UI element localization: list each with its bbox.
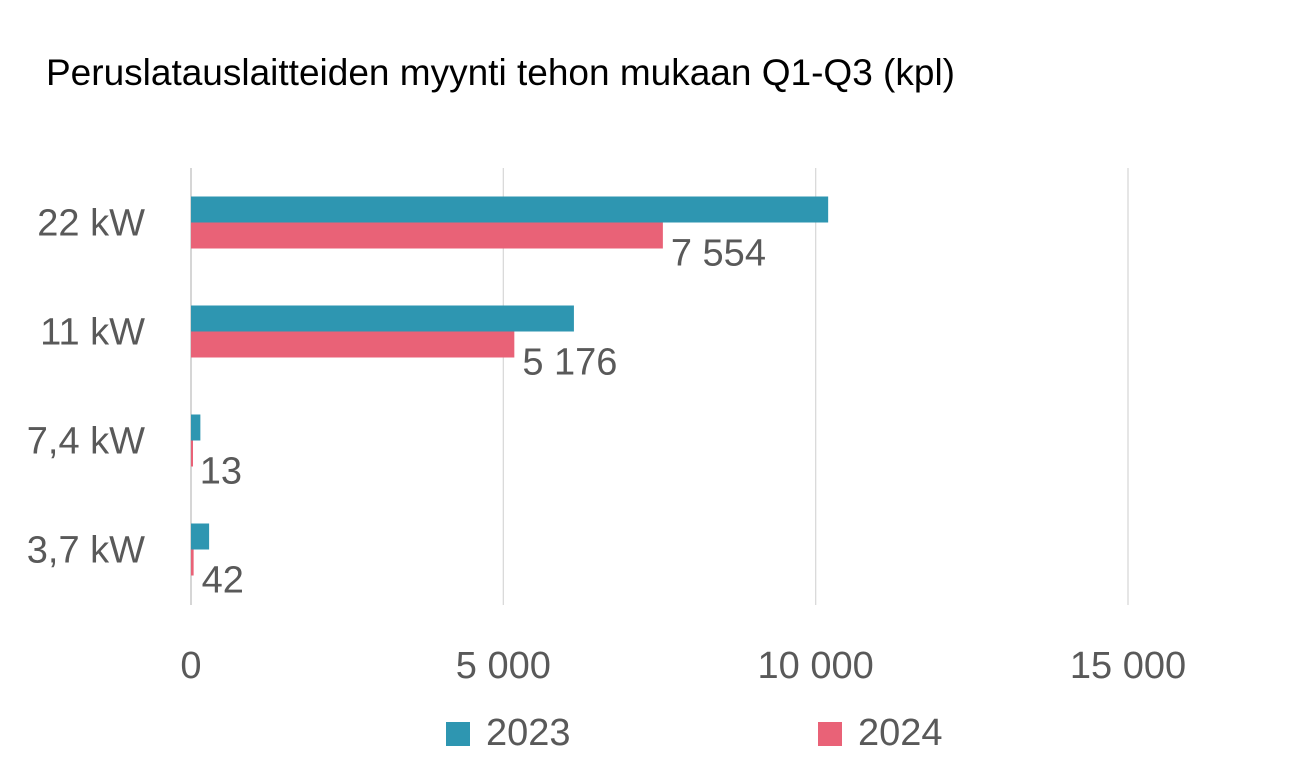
x-tick-label: 5 000 (456, 645, 551, 687)
category-label: 22 kW (37, 203, 145, 245)
data-label: 42 (202, 560, 244, 602)
category-label: 7,4 kW (27, 421, 145, 463)
legend-label-2024: 2024 (858, 712, 943, 754)
bar-2024 (191, 331, 515, 358)
bar-2023 (191, 414, 201, 441)
legend: 2023 2024 (0, 712, 1307, 762)
chart-title: Peruslatauslaitteiden myynti tehon mukaa… (46, 52, 955, 93)
bar-2023 (191, 523, 210, 550)
legend-item-2024: 2024 (818, 712, 943, 755)
bar-2024 (191, 549, 194, 576)
x-tick-label: 0 (180, 645, 201, 687)
legend-swatch-2024 (818, 721, 842, 746)
x-tick-label: 10 000 (758, 645, 874, 687)
legend-swatch-2023 (446, 721, 470, 746)
x-tick-label: 15 000 (1070, 645, 1186, 687)
bar-2024 (191, 222, 663, 249)
legend-item-2023: 2023 (446, 712, 571, 755)
data-label: 7 554 (671, 233, 766, 275)
data-label: 13 (200, 451, 242, 493)
bar-2023 (191, 196, 829, 223)
category-label: 3,7 kW (27, 530, 145, 572)
data-label: 5 176 (522, 342, 617, 384)
bar-2024 (191, 440, 193, 467)
legend-label-2023: 2023 (486, 712, 571, 754)
category-label: 11 kW (40, 312, 145, 354)
bar-2023 (191, 305, 574, 332)
